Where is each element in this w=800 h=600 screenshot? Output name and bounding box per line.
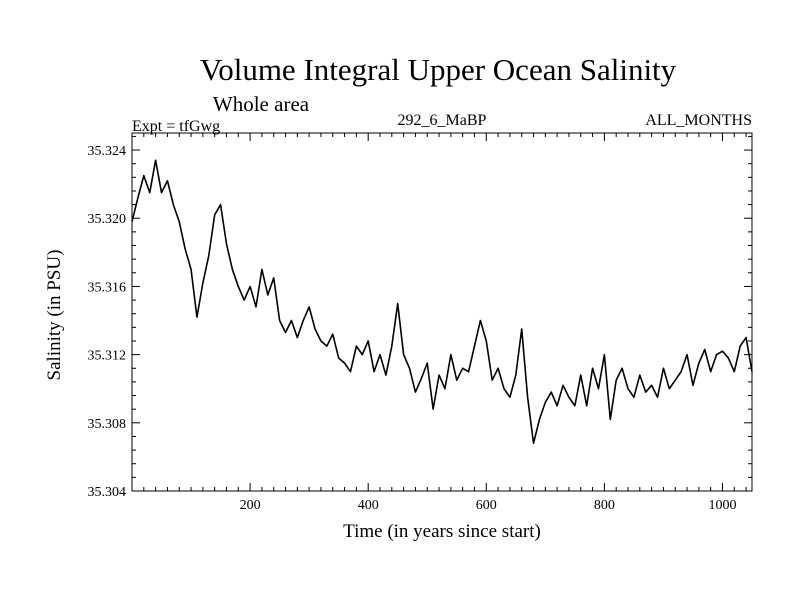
y-tick-label: 35.324 [88, 144, 127, 159]
chart-subtitle: Whole area [213, 92, 310, 116]
x-tick-label: 800 [594, 498, 615, 513]
y-tick-label: 35.320 [88, 212, 127, 227]
x-tick-label: 200 [240, 498, 261, 513]
y-tick-label: 35.312 [88, 349, 127, 364]
y-tick-label: 35.308 [88, 417, 127, 432]
y-tick-label: 35.304 [88, 485, 127, 500]
x-tick-label: 600 [476, 498, 497, 513]
y-tick-label: 35.316 [88, 280, 127, 295]
run-label: 292_6_MaBP [398, 112, 487, 129]
x-tick-label: 400 [358, 498, 379, 513]
y-axis-label: Salinity (in PSU) [44, 250, 65, 381]
experiment-label: Expt = tfGwg [132, 118, 220, 135]
x-axis-label: Time (in years since start) [343, 521, 541, 542]
chart-title: Volume Integral Upper Ocean Salinity [200, 52, 677, 87]
x-tick-label: 1000 [708, 498, 736, 513]
plot-frame [131, 132, 753, 492]
months-label: ALL_MONTHS [645, 112, 752, 129]
series-line [131, 159, 753, 445]
